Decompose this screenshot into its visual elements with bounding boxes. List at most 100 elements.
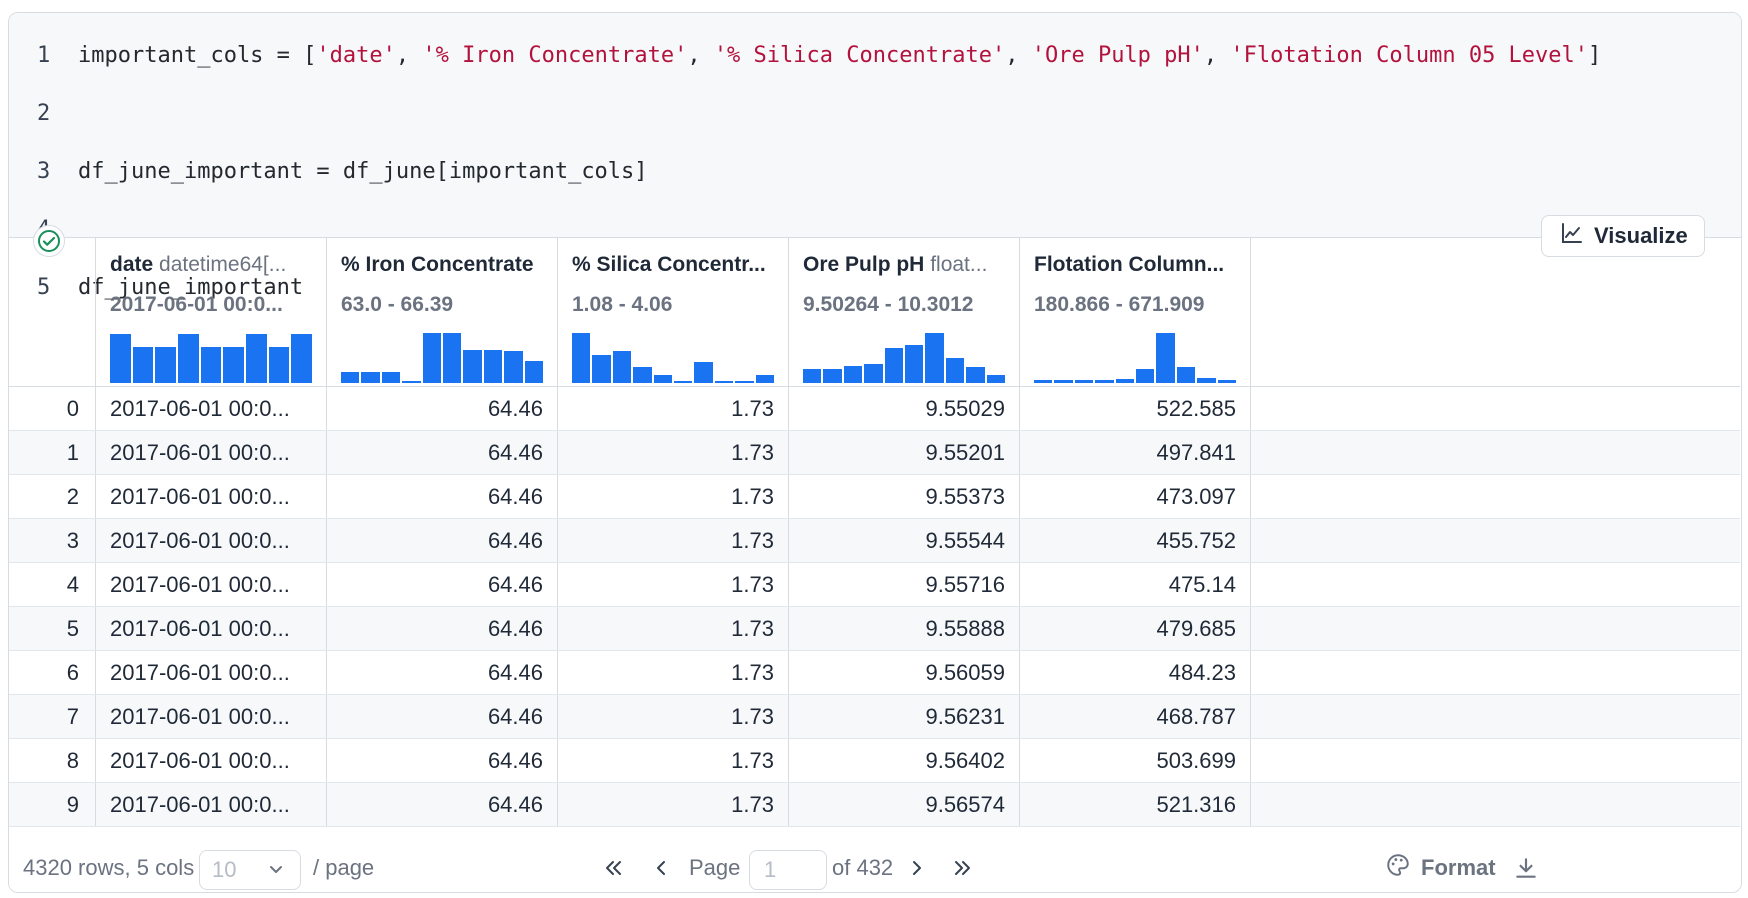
histogram-bar xyxy=(633,367,652,383)
table-cell: 64.46 xyxy=(326,386,558,431)
column-header[interactable]: Ore Pulp pH float... 9.50264 - 10.3012 xyxy=(788,237,1020,387)
column-header[interactable]: date datetime64[... 2017-06-01 00:0... xyxy=(95,237,327,387)
table-cell: 2017-06-01 00:0... xyxy=(95,430,327,475)
histogram-bar xyxy=(864,364,883,383)
column-histogram[interactable] xyxy=(341,329,544,383)
table-cell: 64.46 xyxy=(326,606,558,651)
table-row[interactable]: 2 2017-06-01 00:0... 64.46 1.73 9.55373 473.0… xyxy=(9,474,1740,519)
table-cell: 2017-06-01 00:0... xyxy=(95,694,327,739)
line-number: 3 xyxy=(37,159,51,184)
histogram-bar xyxy=(1115,379,1135,383)
table-cell: 1.73 xyxy=(557,474,789,519)
table-cell: 2017-06-01 00:0... xyxy=(95,474,327,519)
prev-page-icon[interactable] xyxy=(649,844,673,892)
histogram-bar xyxy=(653,375,673,383)
table-row[interactable]: 3 2017-06-01 00:0... 64.46 1.73 9.55544 455.7… xyxy=(9,518,1740,563)
histogram-bar xyxy=(694,362,713,383)
column-header[interactable]: % Silica Concentr... 1.08 - 4.06 xyxy=(557,237,789,387)
histogram-bar xyxy=(483,350,503,383)
column-name: date datetime64[... xyxy=(110,253,312,281)
table-row[interactable]: 9 2017-06-01 00:0... 64.46 1.73 9.56574 521.3… xyxy=(9,782,1740,827)
histogram-bar xyxy=(223,347,245,383)
histogram-bar xyxy=(592,355,611,383)
page-number-value: 1 xyxy=(764,857,777,882)
code-token: ] xyxy=(1588,43,1602,68)
table-cell: 64.46 xyxy=(326,474,558,519)
column-name: % Silica Concentr... xyxy=(572,253,774,281)
table-row[interactable]: 7 2017-06-01 00:0... 64.46 1.73 9.56231 468.7… xyxy=(9,694,1740,739)
table-cell: 9.56059 xyxy=(788,650,1020,695)
code-separator: , xyxy=(395,43,423,68)
line-number: 2 xyxy=(37,101,51,126)
last-page-icon[interactable] xyxy=(951,844,975,892)
column-header[interactable]: % Iron Concentrate 63.0 - 66.39 xyxy=(326,237,558,387)
column-histogram[interactable] xyxy=(803,329,1006,383)
table-row[interactable]: 5 2017-06-01 00:0... 64.46 1.73 9.55888 479.6… xyxy=(9,606,1740,651)
code-string-literal: 'date' xyxy=(316,43,396,68)
column-title: Flotation Column... xyxy=(1034,253,1225,276)
download-icon[interactable] xyxy=(1513,844,1539,892)
table-cell: 484.23 xyxy=(1019,650,1251,695)
page-size-select[interactable]: 10 xyxy=(199,850,301,890)
code-string-literal: 'Ore Pulp pH' xyxy=(1031,43,1204,68)
histogram-bar xyxy=(463,350,482,383)
row-index: 7 xyxy=(9,694,96,739)
table-row[interactable]: 1 2017-06-01 00:0... 64.46 1.73 9.55201 497.8… xyxy=(9,430,1740,475)
row-filler xyxy=(1250,386,1740,431)
histogram-bar xyxy=(1034,380,1053,383)
histogram-bar xyxy=(110,334,131,383)
code-string-literal: '% Silica Concentrate' xyxy=(713,43,1006,68)
table-cell: 1.73 xyxy=(557,782,789,827)
histogram-bar xyxy=(422,333,442,383)
row-index: 6 xyxy=(9,650,96,695)
table-cell: 455.752 xyxy=(1019,518,1251,563)
histogram-bar xyxy=(524,361,544,383)
format-button[interactable]: Format xyxy=(1385,844,1496,892)
column-histogram[interactable] xyxy=(110,329,313,383)
table-row[interactable]: 4 2017-06-01 00:0... 64.46 1.73 9.55716 475.1… xyxy=(9,562,1740,607)
table-row[interactable]: 6 2017-06-01 00:0... 64.46 1.73 9.56059 484.2… xyxy=(9,650,1740,695)
next-page-icon[interactable] xyxy=(905,844,929,892)
row-filler xyxy=(1250,650,1740,695)
table-row[interactable]: 0 2017-06-01 00:0... 64.46 1.73 9.55029 522.5… xyxy=(9,386,1740,431)
row-index: 2 xyxy=(9,474,96,519)
table-cell: 9.55029 xyxy=(788,386,1020,431)
row-filler xyxy=(1250,606,1740,651)
index-header xyxy=(9,237,96,387)
histogram-bar xyxy=(735,381,754,383)
histogram-bar xyxy=(755,375,775,383)
histogram-bar xyxy=(803,369,822,383)
header-filler xyxy=(1250,237,1740,387)
column-header[interactable]: Flotation Column... 180.866 - 671.909 xyxy=(1019,237,1251,387)
code-editor[interactable]: 1 important_cols = ['date', '% Iron Conce… xyxy=(9,13,1741,300)
histogram-bar xyxy=(1074,380,1094,383)
histogram-bar xyxy=(714,381,734,383)
code-separator: , xyxy=(1203,43,1231,68)
column-title: Ore Pulp pH xyxy=(803,253,925,276)
histogram-bar xyxy=(178,334,199,383)
column-histogram[interactable] xyxy=(572,329,775,383)
palette-icon xyxy=(1385,852,1411,884)
table-cell: 64.46 xyxy=(326,694,558,739)
line-number: 1 xyxy=(37,43,51,68)
table-cell: 64.46 xyxy=(326,562,558,607)
column-histogram[interactable] xyxy=(1034,329,1237,383)
header-row: date datetime64[... 2017-06-01 00:0... % I… xyxy=(9,237,1740,387)
histogram-bar xyxy=(612,351,632,383)
histogram-bar xyxy=(504,351,523,383)
table-cell: 497.841 xyxy=(1019,430,1251,475)
table-cell: 64.46 xyxy=(326,650,558,695)
table-row[interactable]: 8 2017-06-01 00:0... 64.46 1.73 9.56402 503.6… xyxy=(9,738,1740,783)
table-cell: 9.56231 xyxy=(788,694,1020,739)
row-filler xyxy=(1250,782,1740,827)
page-number-input[interactable]: 1 xyxy=(749,850,827,890)
histogram-bar xyxy=(155,347,177,383)
first-page-icon[interactable] xyxy=(601,844,625,892)
column-dtype: datetime64[... xyxy=(159,253,287,276)
row-index: 8 xyxy=(9,738,96,783)
column-title: % Iron Concentrate xyxy=(341,253,534,276)
histogram-bar xyxy=(925,333,944,383)
histogram-bar xyxy=(341,372,360,383)
row-filler xyxy=(1250,562,1740,607)
row-index: 1 xyxy=(9,430,96,475)
